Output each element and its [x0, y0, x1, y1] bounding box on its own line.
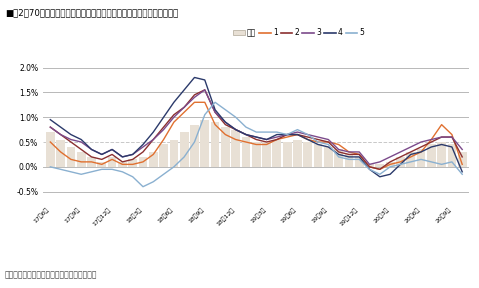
Bar: [386, 162, 395, 167]
Bar: [211, 122, 219, 167]
Bar: [108, 157, 116, 167]
Bar: [252, 142, 261, 167]
Text: （国家统计局；第一太平戴维斯市场研究部）: （国家统计局；第一太平戴维斯市场研究部）: [5, 270, 97, 279]
Bar: [77, 152, 86, 167]
Bar: [324, 147, 333, 167]
Bar: [427, 145, 436, 167]
Bar: [314, 145, 322, 167]
Legend: 全国, 1, 2, 3, 4, 5: 全国, 1, 2, 3, 4, 5: [230, 25, 367, 41]
Bar: [283, 142, 292, 167]
Bar: [437, 142, 446, 167]
Bar: [170, 139, 178, 167]
Bar: [396, 157, 405, 167]
Bar: [447, 145, 456, 167]
Bar: [458, 152, 467, 167]
Bar: [128, 159, 137, 167]
Bar: [365, 164, 374, 167]
Bar: [376, 164, 384, 167]
Bar: [149, 152, 158, 167]
Bar: [46, 132, 55, 167]
Bar: [417, 149, 425, 167]
Bar: [262, 142, 271, 167]
Bar: [344, 154, 354, 167]
Bar: [293, 139, 302, 167]
Bar: [56, 139, 65, 167]
Bar: [334, 149, 343, 167]
Bar: [355, 157, 364, 167]
Bar: [87, 157, 96, 167]
Bar: [159, 145, 168, 167]
Bar: [231, 130, 240, 167]
Bar: [67, 147, 75, 167]
Bar: [190, 125, 199, 167]
Bar: [138, 157, 148, 167]
Bar: [97, 162, 106, 167]
Bar: [200, 120, 209, 167]
Bar: [118, 162, 127, 167]
Bar: [273, 139, 281, 167]
Bar: [221, 127, 230, 167]
Bar: [303, 142, 312, 167]
Text: ■图2：70个大中城市新建商品住宅销售价格环比变动情况，按城市线级: ■图2：70个大中城市新建商品住宅销售价格环比变动情况，按城市线级: [5, 9, 178, 18]
Bar: [241, 137, 251, 167]
Bar: [180, 132, 189, 167]
Bar: [406, 152, 415, 167]
